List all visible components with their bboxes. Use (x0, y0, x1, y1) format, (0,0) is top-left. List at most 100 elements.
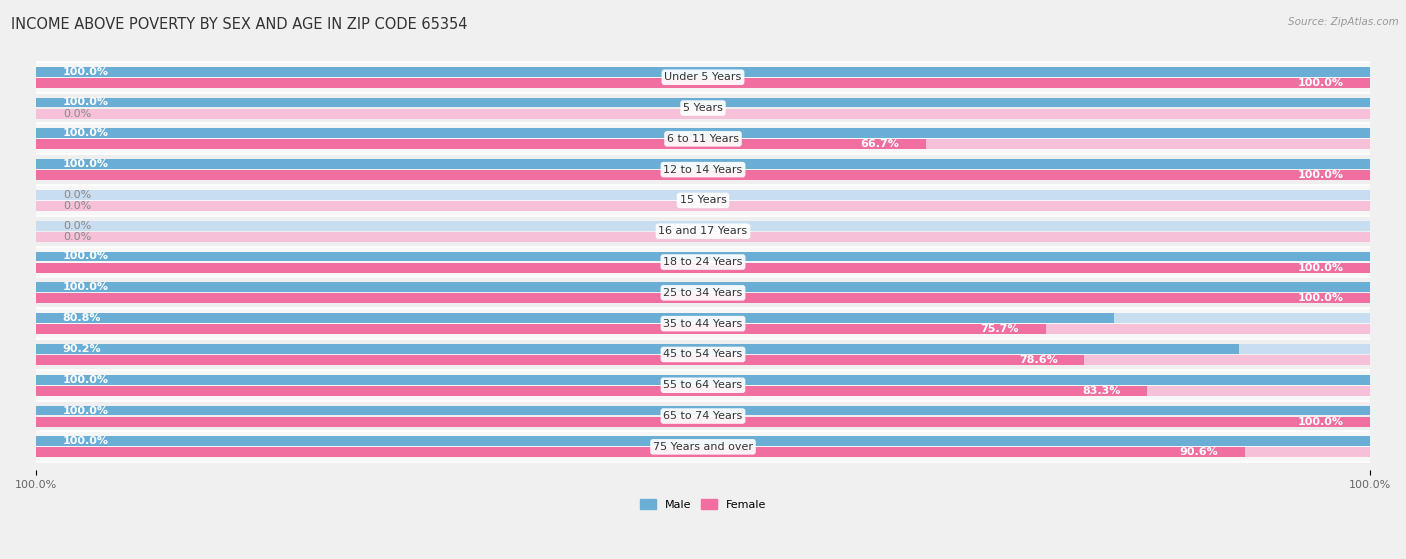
Bar (37, 447, 1244, 457)
Text: 78.6%: 78.6% (1019, 355, 1057, 365)
Bar (37, 416, 1369, 427)
Text: 55 to 64 Years: 55 to 64 Years (664, 380, 742, 390)
Bar (37, 437, 1369, 446)
Text: 100.0%: 100.0% (63, 282, 108, 292)
Bar (0, 401, 1369, 432)
Bar (0, 247, 1369, 277)
Bar (37, 447, 1369, 457)
Text: 100.0%: 100.0% (1298, 416, 1343, 427)
Text: 65 to 74 Years: 65 to 74 Years (664, 411, 742, 421)
Bar (37, 282, 1369, 292)
Text: 100.0%: 100.0% (63, 405, 108, 415)
Text: 100.0%: 100.0% (1298, 78, 1343, 88)
Text: 35 to 44 Years: 35 to 44 Years (664, 319, 742, 329)
Text: 100.0%: 100.0% (63, 67, 108, 77)
Bar (37, 437, 1369, 446)
Bar (0, 93, 1369, 124)
Bar (0, 62, 1369, 93)
Text: 100.0%: 100.0% (63, 375, 108, 385)
Bar (37, 324, 1369, 334)
Bar (37, 386, 1147, 396)
Bar (37, 344, 1369, 354)
Bar (37, 139, 925, 149)
Bar (37, 355, 1369, 365)
Bar (37, 252, 1369, 262)
Text: 18 to 24 Years: 18 to 24 Years (664, 257, 742, 267)
Bar (37, 375, 1369, 385)
Text: 100.0%: 100.0% (63, 97, 108, 107)
Text: 0.0%: 0.0% (63, 201, 91, 211)
Text: 100.0%: 100.0% (1298, 293, 1343, 304)
Bar (0, 154, 1369, 185)
Text: INCOME ABOVE POVERTY BY SEX AND AGE IN ZIP CODE 65354: INCOME ABOVE POVERTY BY SEX AND AGE IN Z… (11, 17, 468, 32)
Text: 45 to 54 Years: 45 to 54 Years (664, 349, 742, 359)
Bar (0, 339, 1369, 370)
Text: 83.3%: 83.3% (1083, 386, 1121, 396)
Bar (0, 370, 1369, 401)
Bar (37, 129, 1369, 138)
Text: 100.0%: 100.0% (63, 252, 108, 262)
Bar (0, 308, 1369, 339)
Bar (37, 313, 1369, 323)
Text: 6 to 11 Years: 6 to 11 Years (666, 134, 740, 144)
Bar (37, 78, 1369, 88)
Text: 0.0%: 0.0% (63, 221, 91, 231)
Bar (37, 98, 1369, 107)
Text: 66.7%: 66.7% (860, 139, 898, 149)
Bar (0, 216, 1369, 247)
Bar (0, 277, 1369, 308)
Text: 12 to 14 Years: 12 to 14 Years (664, 165, 742, 174)
Bar (37, 129, 1369, 138)
Bar (37, 263, 1369, 273)
Bar (37, 67, 1369, 77)
Bar (37, 108, 1369, 119)
Bar (37, 159, 1369, 169)
Text: Under 5 Years: Under 5 Years (665, 72, 741, 82)
Bar (37, 386, 1369, 396)
Text: 15 Years: 15 Years (679, 196, 727, 206)
Text: 5 Years: 5 Years (683, 103, 723, 113)
Bar (0, 124, 1369, 154)
Bar (37, 159, 1369, 169)
Bar (37, 67, 1369, 77)
Bar (37, 190, 1369, 200)
Text: 100.0%: 100.0% (1298, 170, 1343, 180)
Bar (37, 263, 1369, 273)
Text: 80.8%: 80.8% (63, 313, 101, 323)
Bar (37, 282, 1369, 292)
Text: 0.0%: 0.0% (63, 232, 91, 242)
Text: 100.0%: 100.0% (63, 129, 108, 138)
Text: 0.0%: 0.0% (63, 108, 91, 119)
Bar (37, 139, 1369, 149)
Bar (0, 432, 1369, 462)
Bar (37, 344, 1239, 354)
Bar (37, 324, 1046, 334)
Bar (37, 98, 1369, 107)
Text: 25 to 34 Years: 25 to 34 Years (664, 288, 742, 298)
Text: 90.6%: 90.6% (1180, 447, 1218, 457)
Text: 100.0%: 100.0% (1298, 263, 1343, 273)
Text: 90.2%: 90.2% (63, 344, 101, 354)
Bar (37, 416, 1369, 427)
Text: 16 and 17 Years: 16 and 17 Years (658, 226, 748, 236)
Bar (37, 170, 1369, 180)
Text: 75 Years and over: 75 Years and over (652, 442, 754, 452)
Bar (37, 232, 1369, 241)
Bar (37, 78, 1369, 88)
Bar (37, 355, 1084, 365)
Bar (37, 293, 1369, 304)
Text: Source: ZipAtlas.com: Source: ZipAtlas.com (1288, 17, 1399, 27)
Text: 100.0%: 100.0% (63, 159, 108, 169)
Legend: Male, Female: Male, Female (636, 495, 770, 514)
Bar (37, 293, 1369, 304)
Bar (37, 375, 1369, 385)
Bar (37, 201, 1369, 211)
Bar (0, 185, 1369, 216)
Bar (37, 406, 1369, 415)
Bar (37, 170, 1369, 180)
Bar (37, 252, 1369, 262)
Bar (37, 406, 1369, 415)
Text: 100.0%: 100.0% (63, 437, 108, 446)
Bar (37, 221, 1369, 231)
Bar (37, 313, 1114, 323)
